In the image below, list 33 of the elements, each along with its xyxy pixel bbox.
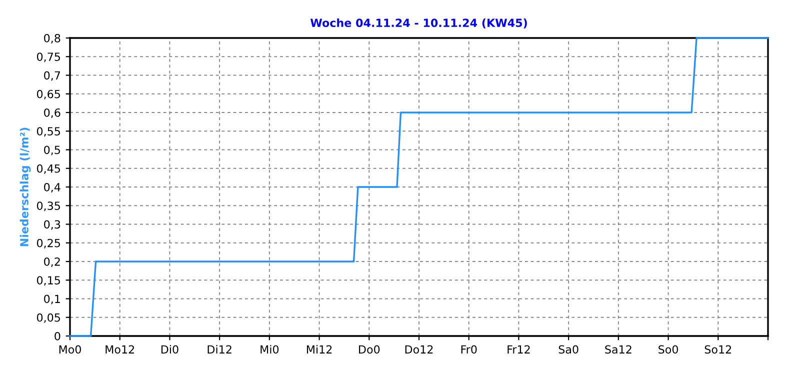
- x-tick-label: Sa12: [605, 345, 632, 354]
- x-tick-label: Fr0: [461, 345, 477, 354]
- y-tick-label: 0,5: [44, 146, 60, 156]
- y-tick-label: 0: [54, 332, 60, 340]
- x-tick-label: Mi0: [260, 345, 279, 354]
- y-tick-label: 0,65: [36, 90, 60, 100]
- y-axis-title: Niederschlag (l/m²): [20, 128, 31, 246]
- y-tick-label: 0,2: [44, 257, 60, 268]
- y-tick-label: 0,05: [36, 313, 60, 323]
- chart-title: Woche 04.11.24 - 10.11.24 (KW45): [310, 18, 527, 28]
- y-tick-label: 0,25: [36, 238, 60, 248]
- x-tick-label: Di12: [208, 345, 232, 354]
- y-tick-label: 0,3: [44, 220, 60, 230]
- y-tick-label: 0,35: [36, 202, 60, 212]
- y-tick-label: 0,15: [36, 276, 60, 286]
- x-tick-label: Sa0: [558, 345, 578, 354]
- y-tick-label: 0,1: [44, 294, 60, 304]
- y-tick-label: 0,8: [44, 34, 60, 44]
- x-tick-label: Do12: [405, 345, 433, 354]
- y-tick-label: 0,55: [36, 127, 60, 137]
- y-tick-label: 0,45: [36, 164, 60, 174]
- x-tick-label: Mi12: [306, 345, 332, 354]
- x-tick-label: Do0: [359, 345, 380, 354]
- y-tick-label: 0,7: [44, 71, 60, 81]
- x-tick-label: So12: [704, 345, 732, 354]
- x-tick-label: So0: [658, 345, 678, 354]
- x-tick-label: Mo12: [106, 345, 134, 354]
- x-tick-label: Mo0: [59, 345, 81, 354]
- x-tick-label: Fr12: [508, 345, 530, 354]
- y-tick-label: 0,4: [44, 182, 60, 193]
- y-tick-label: 0,6: [44, 108, 60, 118]
- y-tick-label: 0,75: [36, 52, 60, 62]
- x-tick-label: Di0: [161, 345, 178, 354]
